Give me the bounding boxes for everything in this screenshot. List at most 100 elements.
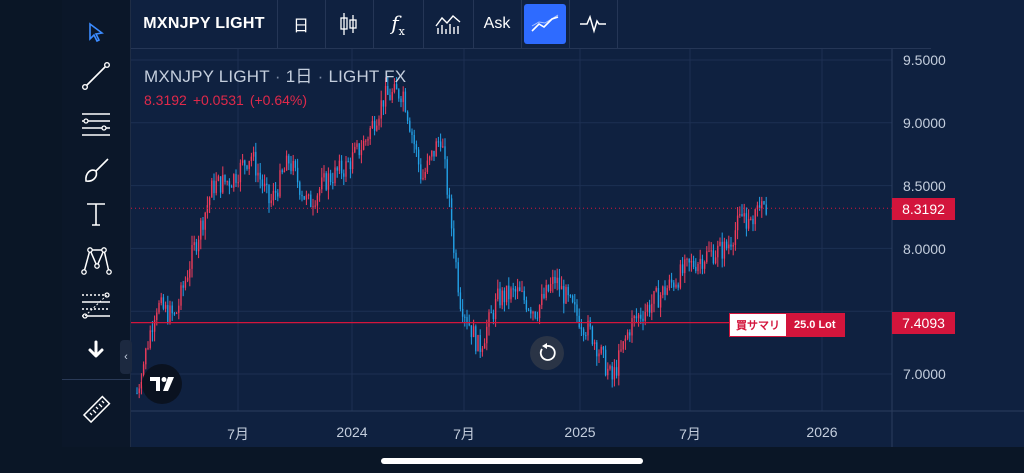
candle-body [611, 366, 613, 380]
candle-body [565, 287, 567, 304]
candle-body [466, 317, 468, 324]
candle-body [345, 161, 347, 177]
candle-body [541, 293, 543, 306]
y-tick-label: 8.5000 [903, 178, 946, 194]
candle-body [439, 141, 442, 148]
candle-body [651, 303, 653, 313]
brush-icon [85, 158, 109, 182]
candle-body [281, 170, 283, 173]
candle-body [723, 241, 726, 259]
home-indicator[interactable] [381, 458, 643, 464]
candle-body [202, 220, 204, 230]
candle-body [180, 285, 182, 306]
candle-body [701, 258, 704, 269]
legend-source: LIGHT FX [328, 67, 407, 86]
candle-body [699, 258, 701, 265]
candle-body [356, 143, 358, 147]
candle-body [648, 304, 651, 313]
reset-chart-button[interactable] [530, 336, 564, 370]
chart-legend-price: 8.3192 +0.0531 (+0.64%) [144, 92, 313, 108]
hide-tools-button[interactable] [62, 328, 130, 372]
trendline-tool[interactable] [62, 54, 130, 98]
chart-type-button[interactable] [325, 0, 374, 48]
candle-body [657, 288, 660, 308]
candle-body [659, 295, 662, 308]
candle-body [321, 177, 323, 190]
candle-body [613, 367, 616, 380]
candle-body [710, 250, 712, 252]
text-tool[interactable] [62, 192, 130, 236]
collapse-toolbar-tab[interactable]: ‹ [120, 340, 132, 374]
pattern-tool[interactable] [62, 238, 130, 282]
candle-body [292, 160, 294, 172]
candle-body [230, 186, 233, 188]
candle-body [690, 260, 693, 263]
compare-button[interactable] [423, 0, 474, 48]
fib-levels-tool[interactable] [62, 284, 130, 328]
interval-button[interactable]: 日 [277, 0, 326, 48]
left-margin [0, 0, 62, 473]
position-summary-box[interactable]: 買サマリ 25.0 Lot [729, 313, 845, 337]
ask-button[interactable]: Ask [473, 0, 522, 48]
candle-body [554, 276, 556, 284]
x-tick-label: 7月 [679, 426, 701, 442]
candle-body [145, 348, 147, 365]
candle-body [499, 288, 501, 306]
candle-body [140, 382, 143, 389]
candle-body [534, 311, 536, 318]
candle-body [184, 280, 187, 288]
candle-body [734, 230, 737, 246]
candle-body [472, 326, 475, 338]
candle-body [365, 140, 367, 142]
legend-change-pct: (+0.64%) [249, 92, 308, 108]
tv-logo-icon [150, 377, 174, 391]
candle-body [578, 315, 580, 328]
candle-body [558, 277, 561, 290]
candle-body [156, 312, 158, 320]
horizontal-lines-tool[interactable] [62, 102, 130, 146]
candle-body [626, 332, 629, 339]
candle-body [246, 165, 248, 169]
pulse-button[interactable] [569, 0, 618, 48]
candle-body [677, 284, 679, 288]
candle-body [316, 195, 319, 206]
candle-body [387, 85, 389, 95]
candle-body [211, 180, 213, 198]
line-chart-button[interactable] [521, 0, 570, 48]
candle-body [516, 287, 519, 292]
ruler-tool[interactable] [62, 388, 130, 432]
candle-body [149, 330, 151, 348]
candle-body [765, 204, 767, 215]
candle-body [585, 335, 587, 337]
candle-body [193, 242, 195, 246]
brush-tool[interactable] [62, 148, 130, 192]
candle-body [712, 250, 715, 264]
line-chart-button-active[interactable] [524, 4, 566, 44]
candle-body [730, 244, 732, 247]
candle-body [301, 194, 303, 197]
candle-body [347, 161, 349, 163]
symbol-button[interactable]: MXNJPY LIGHT [131, 0, 278, 48]
candle-body [398, 89, 400, 99]
candle-body [178, 305, 180, 313]
candle-body [468, 323, 470, 326]
candle-body [640, 314, 642, 319]
candle-body [668, 279, 671, 289]
legend-last-price: 8.3192 [144, 92, 187, 108]
candle-body [334, 167, 336, 184]
candle-body [340, 160, 343, 174]
candle-body [261, 179, 264, 187]
candle-body [266, 183, 268, 185]
cursor-tool[interactable] [62, 10, 130, 54]
candle-body [186, 277, 189, 281]
candle-body [662, 286, 664, 296]
candle-body [138, 388, 140, 394]
candle-body [547, 285, 550, 292]
candle-body [367, 139, 369, 141]
candle-body [758, 205, 761, 209]
chart-area[interactable] [131, 0, 1024, 447]
indicators-button[interactable]: fx [373, 0, 424, 48]
candle-body [596, 342, 598, 357]
candle-body [208, 197, 211, 206]
